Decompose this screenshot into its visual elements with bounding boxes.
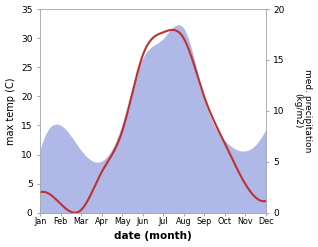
X-axis label: date (month): date (month) <box>114 231 192 242</box>
Y-axis label: med. precipitation
(kg/m2): med. precipitation (kg/m2) <box>293 69 313 153</box>
Y-axis label: max temp (C): max temp (C) <box>5 77 16 145</box>
